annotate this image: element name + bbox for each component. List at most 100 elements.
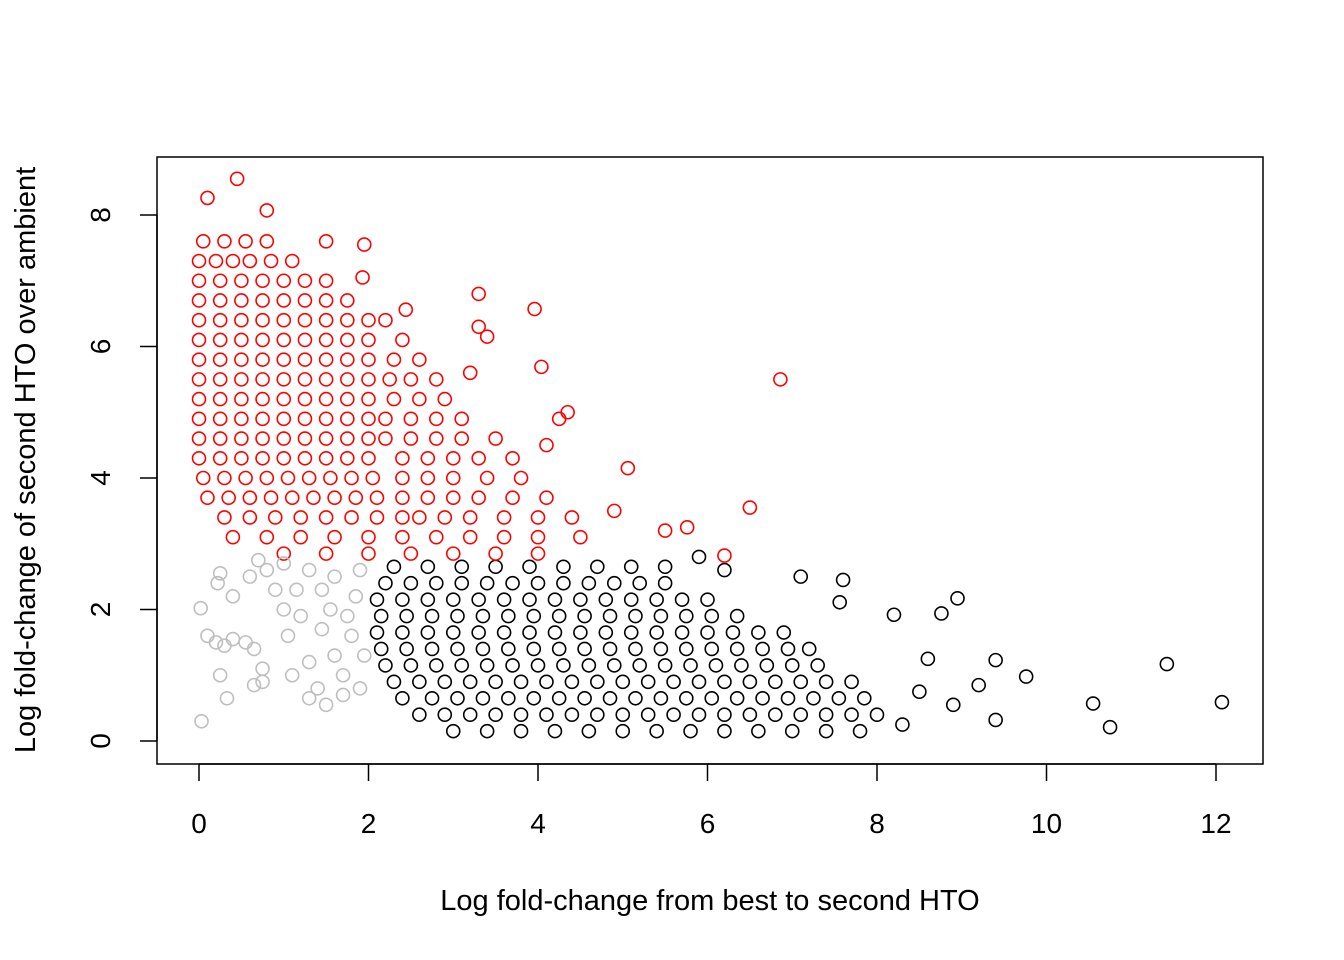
data-point <box>428 658 444 673</box>
data-point <box>475 690 491 706</box>
data-point <box>255 431 270 446</box>
points-layer <box>191 171 1230 739</box>
data-point <box>234 391 249 407</box>
data-point <box>297 372 313 387</box>
data-point <box>412 510 427 525</box>
data-point <box>403 372 419 387</box>
data-point <box>412 674 427 690</box>
data-point <box>318 293 334 308</box>
data-point <box>818 723 834 739</box>
data-point <box>462 365 478 381</box>
data-point <box>708 658 724 673</box>
data-point <box>679 608 694 624</box>
data-point <box>780 641 796 657</box>
data-point <box>412 352 427 367</box>
data-point <box>657 658 673 673</box>
x-tick-label: 0 <box>191 808 207 839</box>
data-point <box>193 600 208 616</box>
data-point <box>462 674 478 690</box>
data-point <box>653 641 669 657</box>
data-point <box>793 707 809 723</box>
data-point <box>212 372 228 387</box>
data-point <box>615 674 631 690</box>
data-point <box>831 690 847 706</box>
data-point <box>276 556 292 571</box>
data-point <box>373 608 389 624</box>
data-point <box>526 608 542 624</box>
data-point <box>365 470 381 486</box>
data-point <box>971 677 987 693</box>
data-point <box>420 450 436 466</box>
data-point <box>234 431 249 446</box>
data-point <box>759 658 775 673</box>
data-point <box>361 332 376 348</box>
data-point <box>704 690 720 706</box>
data-point <box>988 652 1003 668</box>
data-point <box>564 674 580 690</box>
data-point <box>255 332 270 348</box>
data-point <box>306 490 321 506</box>
data-point <box>208 253 224 269</box>
data-point <box>191 293 207 308</box>
data-point <box>560 404 575 420</box>
data-point <box>314 621 330 637</box>
data-point <box>191 312 207 328</box>
data-point <box>276 450 292 466</box>
y-tick-label: 6 <box>85 339 116 355</box>
data-point <box>666 707 681 723</box>
data-point <box>784 723 800 739</box>
data-point <box>386 674 402 690</box>
data-point <box>450 690 465 706</box>
data-point <box>276 273 292 289</box>
data-point <box>547 625 563 640</box>
data-point <box>479 470 495 486</box>
data-point <box>751 723 766 739</box>
data-point <box>327 490 342 506</box>
data-point <box>276 293 292 308</box>
data-point <box>556 658 571 673</box>
data-point <box>318 431 334 446</box>
data-point <box>395 490 410 506</box>
data-point <box>225 529 241 545</box>
data-point <box>246 641 262 657</box>
data-point <box>704 608 720 624</box>
data-point <box>424 690 440 706</box>
data-point <box>219 690 235 706</box>
data-point <box>729 641 745 657</box>
data-point <box>378 658 393 673</box>
data-point <box>496 592 512 607</box>
data-point <box>412 707 427 723</box>
data-point <box>276 372 292 387</box>
data-point <box>378 575 393 591</box>
data-point <box>399 641 414 657</box>
data-point <box>238 234 253 249</box>
data-point <box>255 391 270 407</box>
data-point <box>590 707 605 723</box>
data-point <box>361 431 376 446</box>
data-point <box>869 707 885 723</box>
data-point <box>475 608 491 624</box>
data-point <box>403 546 419 561</box>
data-point <box>551 608 567 624</box>
data-point <box>234 450 249 466</box>
data-point <box>950 591 965 606</box>
data-point <box>382 372 397 387</box>
data-point <box>212 332 228 348</box>
data-point <box>399 608 414 624</box>
data-point <box>691 707 707 723</box>
data-point <box>327 569 342 584</box>
data-point <box>212 273 228 289</box>
data-point <box>301 562 317 578</box>
data-point <box>577 641 592 657</box>
data-point <box>573 625 588 640</box>
data-point <box>505 658 520 673</box>
data-point <box>564 510 580 525</box>
data-point <box>318 450 334 466</box>
data-point <box>729 608 745 624</box>
data-point <box>683 658 698 673</box>
data-point <box>539 674 554 690</box>
data-point <box>280 470 296 486</box>
data-point <box>340 352 355 367</box>
data-point <box>471 319 486 335</box>
data-point <box>527 301 542 317</box>
